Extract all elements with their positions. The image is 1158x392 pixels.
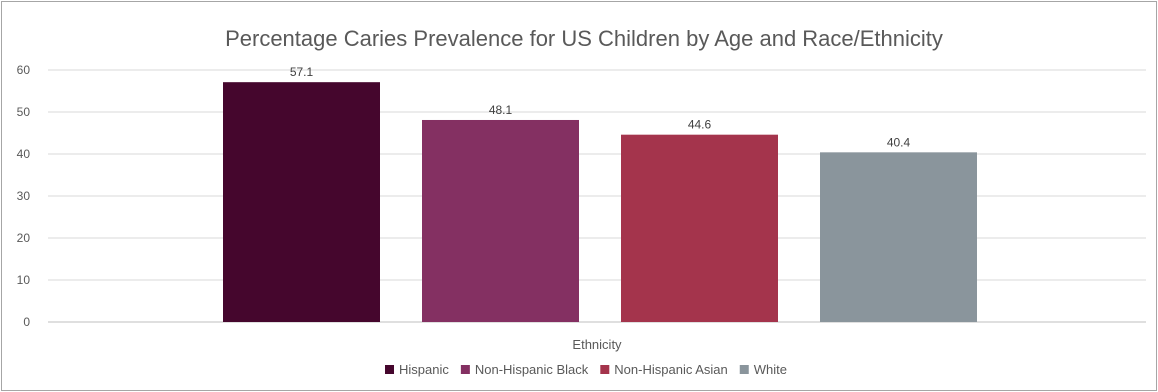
bars [223,82,977,323]
y-tick-label: 50 [17,105,31,119]
data-label: 48.1 [489,103,513,117]
bar-white [820,152,977,322]
bar-hispanic [223,82,380,323]
y-tick-label: 0 [23,315,30,329]
bar-non-hispanic-asian [621,134,778,322]
data-label: 40.4 [887,135,911,149]
legend: Hispanic Non-Hispanic Black Non-Hispanic A… [385,362,787,377]
bar-non-hispanic-black [422,119,579,322]
legend-item-white: White [739,362,787,377]
legend-label: Non-Hispanic Black [475,362,589,377]
data-label: 57.1 [290,65,314,79]
gridlines [48,69,1146,323]
legend-label: Non-Hispanic Asian [614,362,727,377]
legend-swatch [460,365,470,374]
legend-item-non-hispanic-black: Non-Hispanic Black [460,362,589,377]
legend-swatch [600,365,610,374]
legend-item-hispanic: Hispanic [385,362,449,377]
data-labels: 57.1 48.1 44.6 40.4 [290,65,911,149]
legend-item-non-hispanic-asian: Non-Hispanic Asian [600,362,728,377]
legend-swatch [739,365,749,374]
chart-title: Percentage Caries Prevalence for US Chil… [225,26,943,51]
y-tick-label: 20 [17,231,31,245]
y-tick-label: 60 [17,63,31,77]
y-tick-label: 30 [17,189,31,203]
data-label: 44.6 [688,118,712,132]
legend-label: Hispanic [399,362,449,377]
y-tick-label: 40 [17,147,31,161]
y-axis-ticks: 0 10 20 30 40 50 60 [17,63,31,329]
legend-swatch [385,365,395,374]
x-axis-label: Ethnicity [572,337,622,352]
y-tick-label: 10 [17,273,31,287]
legend-label: White [754,362,787,377]
